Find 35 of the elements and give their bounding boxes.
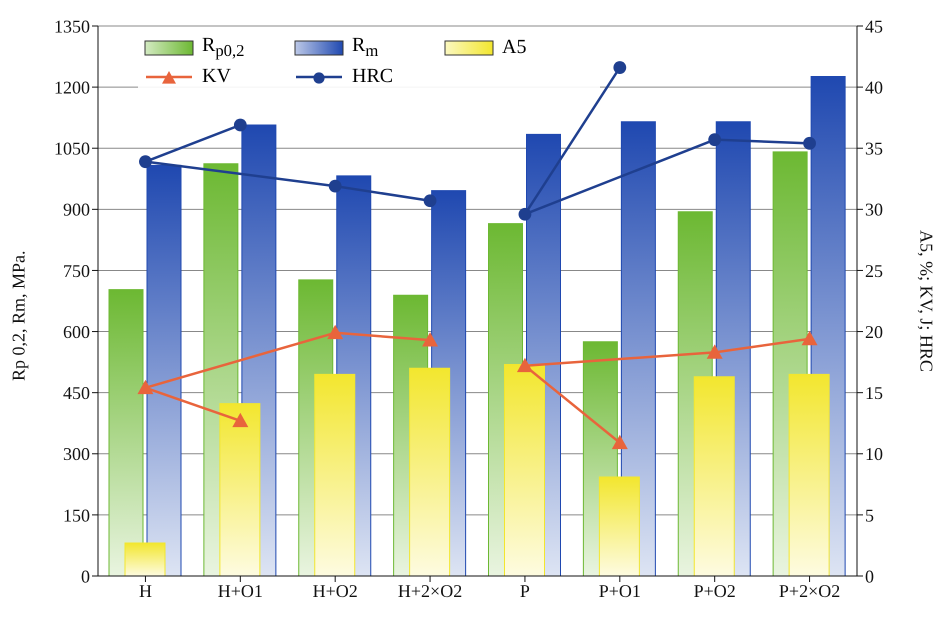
y-tick-label: 1200 (54, 78, 90, 98)
x-tick-label: P+O1 (598, 580, 641, 601)
x-tick-label: H (138, 580, 152, 601)
y-tick-label: 450 (63, 383, 90, 404)
y-tick-label: 1050 (54, 138, 90, 159)
x-tick-label: H+O2 (312, 580, 358, 601)
y2-tick-label: 30 (865, 200, 883, 220)
legend-label: HRC (352, 65, 394, 88)
y2-tick-label: 0 (865, 566, 874, 586)
y2-tick-label: 25 (865, 260, 883, 281)
y-tick-label: 150 (63, 505, 90, 526)
y2-tick-label: 10 (865, 444, 883, 464)
legend-label: KV (202, 65, 231, 88)
x-tick-label: H+O1 (218, 580, 263, 601)
y2-axis-title: A5, %; KV, J; HRC (916, 230, 937, 372)
y-tick-label: 0 (81, 566, 90, 586)
legend-label: R$_{p0,2}$ (202, 34, 244, 61)
y2-tick-label: 5 (865, 505, 874, 526)
legend-label: A5 (502, 36, 526, 59)
y-tick-label: 1350 (54, 16, 90, 36)
legend-label: R$_{m}$ (352, 34, 378, 61)
y-tick-label: 300 (63, 444, 90, 464)
x-tick-label: P (520, 580, 530, 601)
y2-tick-label: 40 (865, 78, 883, 98)
y-tick-label: 900 (63, 200, 90, 220)
y2-tick-label: 35 (865, 138, 883, 159)
y-tick-label: 750 (63, 260, 90, 281)
y2-tick-label: 15 (865, 383, 883, 404)
y-axis-title: Rp 0,2, Rm, MPa. (8, 250, 28, 381)
y2-tick-label: 20 (865, 322, 883, 342)
x-tick-label: P+2×O2 (778, 580, 840, 601)
y-tick-label: 600 (63, 322, 90, 342)
y2-tick-label: 45 (865, 16, 883, 36)
x-tick-label: H+2×O2 (398, 580, 462, 601)
x-tick-label: P+O2 (694, 580, 736, 601)
